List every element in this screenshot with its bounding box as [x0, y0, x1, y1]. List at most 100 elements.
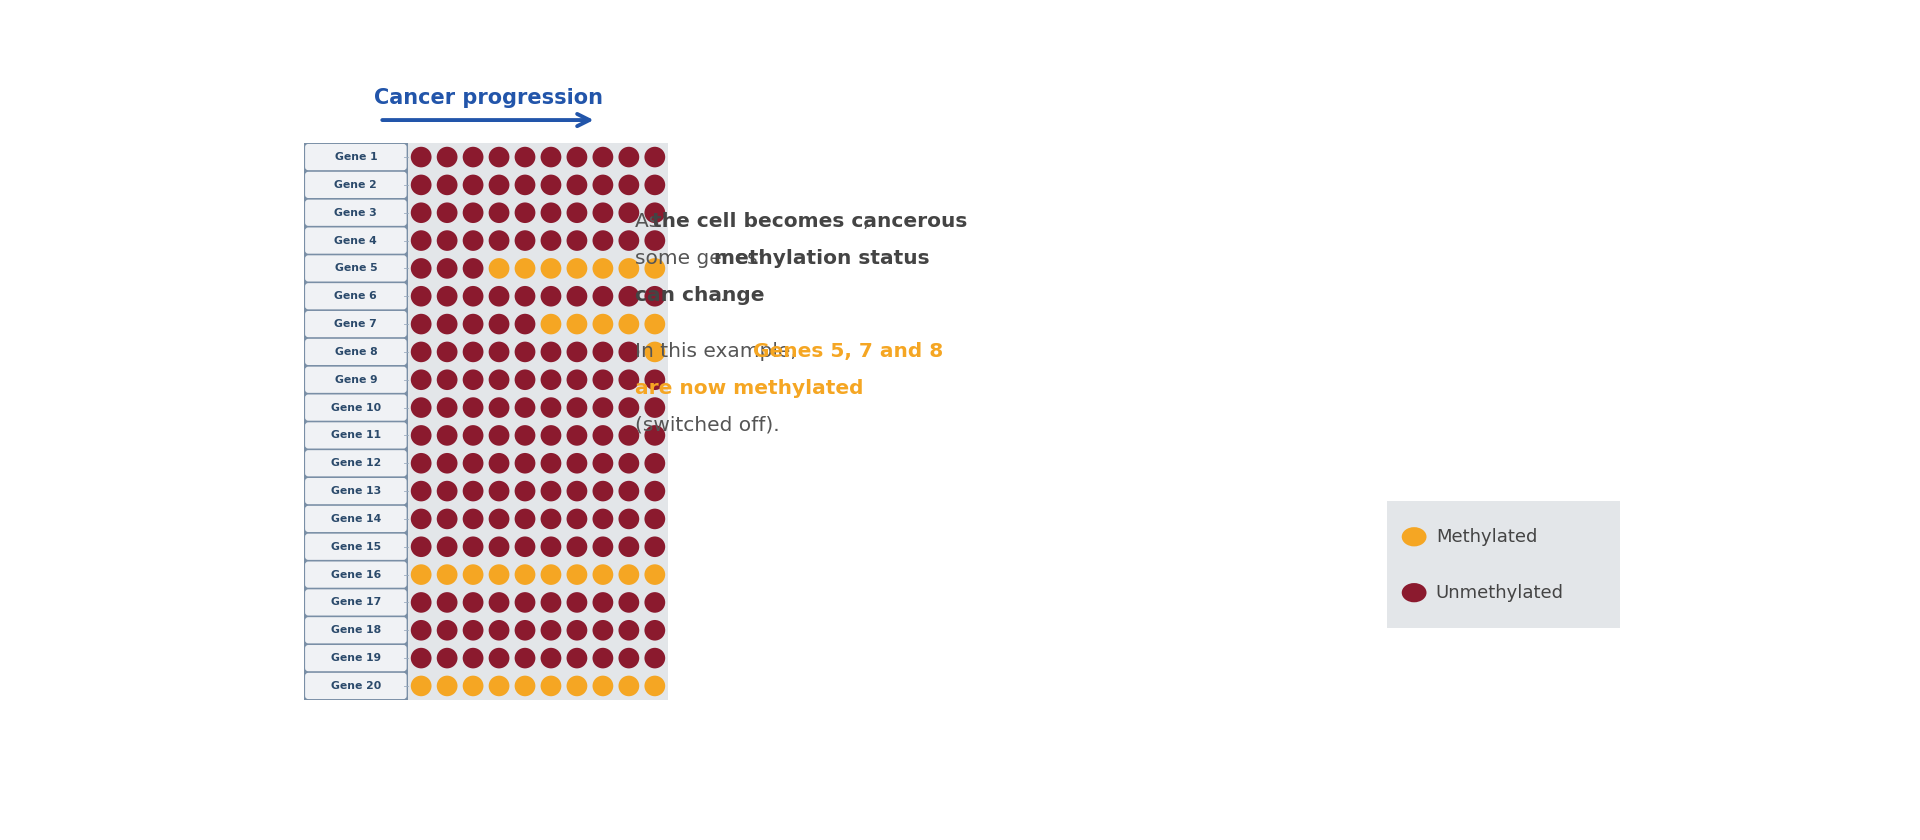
Ellipse shape [593, 258, 612, 279]
FancyBboxPatch shape [305, 590, 407, 616]
Ellipse shape [566, 564, 588, 585]
Ellipse shape [411, 453, 432, 474]
Ellipse shape [541, 342, 561, 362]
Ellipse shape [515, 564, 536, 585]
Ellipse shape [566, 620, 588, 641]
Ellipse shape [463, 258, 484, 279]
Ellipse shape [463, 314, 484, 334]
Ellipse shape [490, 258, 509, 279]
Ellipse shape [541, 286, 561, 307]
FancyBboxPatch shape [305, 533, 407, 560]
Text: Gene 1: Gene 1 [334, 152, 376, 162]
FancyBboxPatch shape [305, 144, 407, 171]
Ellipse shape [515, 286, 536, 307]
Ellipse shape [463, 564, 484, 585]
Text: Gene 16: Gene 16 [330, 570, 380, 580]
Ellipse shape [645, 342, 664, 362]
Ellipse shape [566, 342, 588, 362]
Text: Gene 9: Gene 9 [334, 375, 376, 385]
FancyBboxPatch shape [305, 506, 407, 532]
Text: Gene 4: Gene 4 [334, 235, 376, 245]
Ellipse shape [645, 592, 664, 612]
FancyBboxPatch shape [305, 617, 407, 643]
Ellipse shape [541, 564, 561, 585]
Ellipse shape [411, 648, 432, 669]
Ellipse shape [515, 648, 536, 669]
Ellipse shape [566, 480, 588, 501]
Ellipse shape [541, 480, 561, 501]
Ellipse shape [463, 620, 484, 641]
FancyBboxPatch shape [305, 395, 407, 421]
Ellipse shape [515, 230, 536, 251]
Text: Cancer progression: Cancer progression [374, 88, 603, 108]
Ellipse shape [593, 397, 612, 417]
Ellipse shape [515, 397, 536, 417]
Ellipse shape [463, 675, 484, 696]
FancyBboxPatch shape [305, 172, 407, 198]
Ellipse shape [645, 453, 664, 474]
Ellipse shape [593, 286, 612, 307]
Text: Gene 14: Gene 14 [330, 514, 380, 524]
Ellipse shape [490, 230, 509, 251]
Text: ,: , [862, 213, 870, 232]
Ellipse shape [463, 370, 484, 390]
Ellipse shape [541, 314, 561, 334]
Ellipse shape [515, 258, 536, 279]
Ellipse shape [463, 202, 484, 223]
Ellipse shape [515, 537, 536, 557]
Ellipse shape [618, 314, 639, 334]
Ellipse shape [463, 592, 484, 612]
Ellipse shape [645, 564, 664, 585]
Ellipse shape [463, 342, 484, 362]
Ellipse shape [593, 175, 612, 195]
Ellipse shape [566, 202, 588, 223]
Ellipse shape [593, 675, 612, 696]
Ellipse shape [463, 453, 484, 474]
Ellipse shape [645, 230, 664, 251]
Text: Gene 12: Gene 12 [330, 459, 380, 468]
Ellipse shape [645, 314, 664, 334]
Ellipse shape [541, 147, 561, 167]
Ellipse shape [463, 397, 484, 417]
Ellipse shape [436, 342, 457, 362]
Ellipse shape [515, 314, 536, 334]
Ellipse shape [515, 175, 536, 195]
Text: Gene 19: Gene 19 [330, 654, 380, 663]
Ellipse shape [593, 564, 612, 585]
Ellipse shape [541, 675, 561, 696]
Ellipse shape [618, 202, 639, 223]
Ellipse shape [593, 509, 612, 529]
Text: some genes’: some genes’ [636, 249, 770, 269]
FancyBboxPatch shape [305, 339, 407, 365]
Ellipse shape [566, 509, 588, 529]
Ellipse shape [436, 648, 457, 669]
Ellipse shape [411, 592, 432, 612]
Ellipse shape [593, 314, 612, 334]
Text: (switched off).: (switched off). [636, 416, 780, 435]
Ellipse shape [618, 480, 639, 501]
Ellipse shape [411, 314, 432, 334]
Ellipse shape [645, 370, 664, 390]
Ellipse shape [541, 537, 561, 557]
Ellipse shape [436, 564, 457, 585]
Text: As: As [636, 213, 666, 232]
Ellipse shape [1402, 583, 1427, 602]
Ellipse shape [618, 342, 639, 362]
Ellipse shape [618, 592, 639, 612]
Text: Genes 5, 7 and 8: Genes 5, 7 and 8 [753, 342, 943, 361]
Ellipse shape [411, 147, 432, 167]
FancyBboxPatch shape [305, 673, 407, 699]
Ellipse shape [436, 675, 457, 696]
Ellipse shape [645, 202, 664, 223]
Text: Methylated: Methylated [1436, 528, 1538, 546]
Ellipse shape [618, 286, 639, 307]
Ellipse shape [645, 480, 664, 501]
Ellipse shape [618, 648, 639, 669]
Ellipse shape [566, 370, 588, 390]
Ellipse shape [411, 509, 432, 529]
Ellipse shape [436, 592, 457, 612]
Ellipse shape [463, 175, 484, 195]
Ellipse shape [566, 397, 588, 417]
Ellipse shape [463, 648, 484, 669]
Ellipse shape [436, 175, 457, 195]
